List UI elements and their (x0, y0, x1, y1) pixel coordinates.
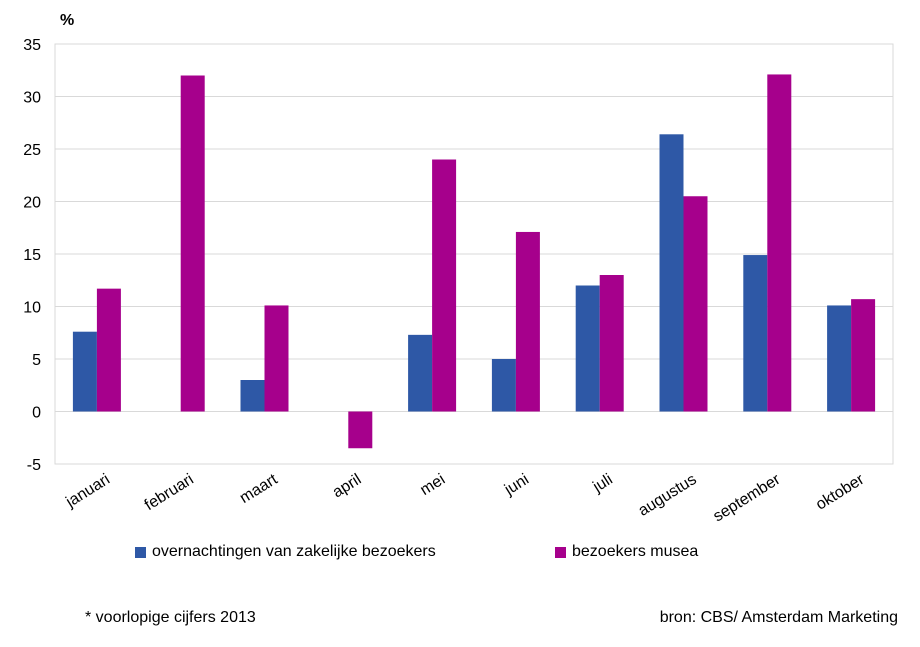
bar-musea-juni (515, 231, 540, 412)
bar-musea-oktober (851, 299, 876, 412)
footnote: * voorlopige cijfers 2013 (85, 609, 256, 626)
bar-zakelijk-juni (491, 359, 516, 412)
x-tick-label: maart (237, 471, 281, 507)
x-tick-label: januari (62, 471, 113, 511)
bar-musea-september (767, 74, 792, 412)
bar-zakelijk-augustus (659, 134, 684, 412)
x-axis-ticks: januari februari maart april mei juni juli augu… (62, 471, 867, 526)
legend-swatch-zakelijk (135, 546, 146, 558)
legend-label-zakelijk: overnachtingen van zakelijke bezoekers (152, 543, 436, 560)
bar-musea-mei (432, 159, 457, 412)
x-tick-label: september (710, 471, 784, 526)
legend-item-zakelijk: overnachtingen van zakelijke bezoekers (135, 543, 436, 561)
y-tick-label: 10 (23, 300, 41, 317)
bar-musea-maart (264, 305, 289, 412)
bar-musea-februari (180, 75, 205, 412)
bar-zakelijk-maart (240, 380, 265, 412)
source-note: bron: CBS/ Amsterdam Marketing (659, 609, 898, 626)
bar-zakelijk-september (743, 255, 768, 412)
x-tick-label: augustus (636, 471, 700, 520)
bar-musea-juli (599, 275, 624, 412)
y-tick-label: -5 (27, 457, 41, 474)
bar-musea-april (348, 411, 373, 449)
legend-label-musea: bezoekers musea (572, 543, 699, 560)
bar-zakelijk-mei (408, 334, 433, 412)
y-axis-ticks: -5 0 5 10 15 20 25 30 35 (23, 37, 41, 474)
chart: % -5 0 5 10 15 20 25 30 35 januari februari maart a… (23, 12, 894, 526)
legend-swatch-musea (555, 546, 566, 558)
bars (72, 74, 876, 449)
y-tick-label: 0 (32, 405, 41, 422)
x-tick-label: april (330, 471, 365, 501)
bar-musea-januari (96, 288, 121, 412)
y-unit-label: % (60, 12, 74, 29)
x-tick-label: oktober (813, 471, 868, 514)
y-tick-label: 30 (23, 90, 41, 107)
bar-musea-augustus (683, 196, 708, 412)
y-tick-label: 15 (23, 247, 41, 264)
x-tick-label: mei (417, 471, 448, 499)
y-tick-label: 20 (23, 195, 41, 212)
y-tick-label: 5 (32, 352, 41, 369)
bar-zakelijk-juli (575, 285, 600, 412)
legend-item-musea: bezoekers musea (555, 543, 698, 561)
y-tick-label: 25 (23, 142, 41, 159)
bar-zakelijk-januari (72, 331, 97, 412)
y-tick-label: 35 (23, 37, 41, 54)
bar-zakelijk-oktober (827, 305, 852, 412)
x-tick-label: februari (142, 471, 197, 514)
x-tick-label: juli (589, 471, 615, 496)
x-tick-label: juni (501, 471, 532, 499)
